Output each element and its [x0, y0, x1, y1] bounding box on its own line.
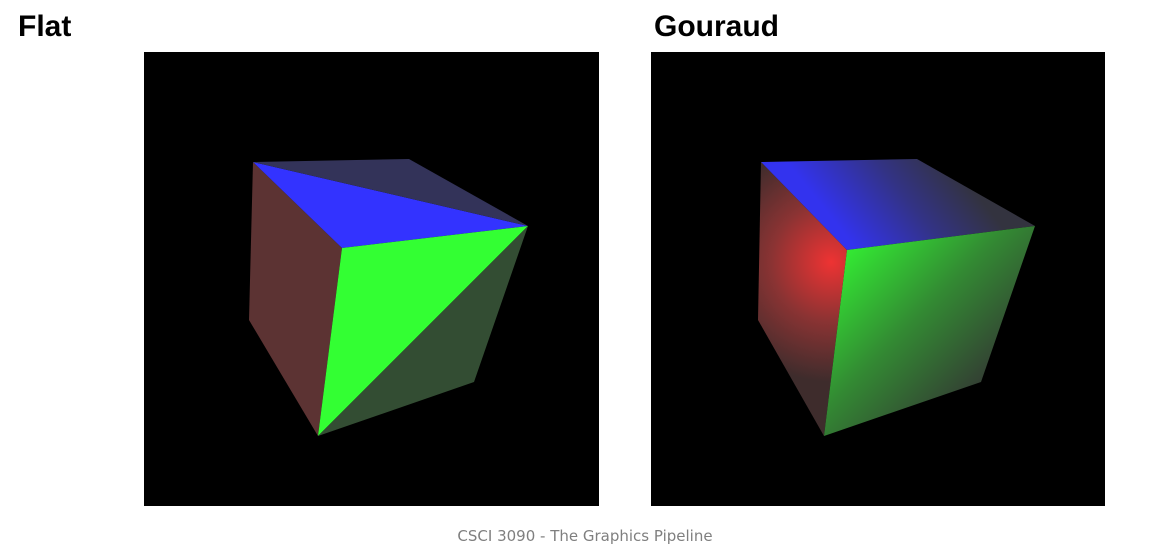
flat-shading-render — [144, 52, 599, 506]
cube-front-face-dim-triangle — [318, 226, 528, 436]
cube-top-face-bright-triangle — [253, 162, 528, 248]
cube-front-face — [824, 226, 1035, 436]
flat-shaded-cube — [249, 159, 528, 436]
cube-left-face — [249, 162, 342, 436]
cube-top-face-dim-triangle — [253, 159, 528, 226]
gouraud-shading-render — [651, 52, 1105, 506]
gouraud-shaded-cube — [758, 159, 1035, 436]
cube-top-face — [761, 159, 1035, 250]
slide-footer: CSCI 3090 - The Graphics Pipeline — [457, 527, 713, 545]
cube-left-face — [758, 162, 847, 436]
gouraud-title: Gouraud — [654, 10, 779, 43]
flat-title: Flat — [18, 10, 72, 43]
